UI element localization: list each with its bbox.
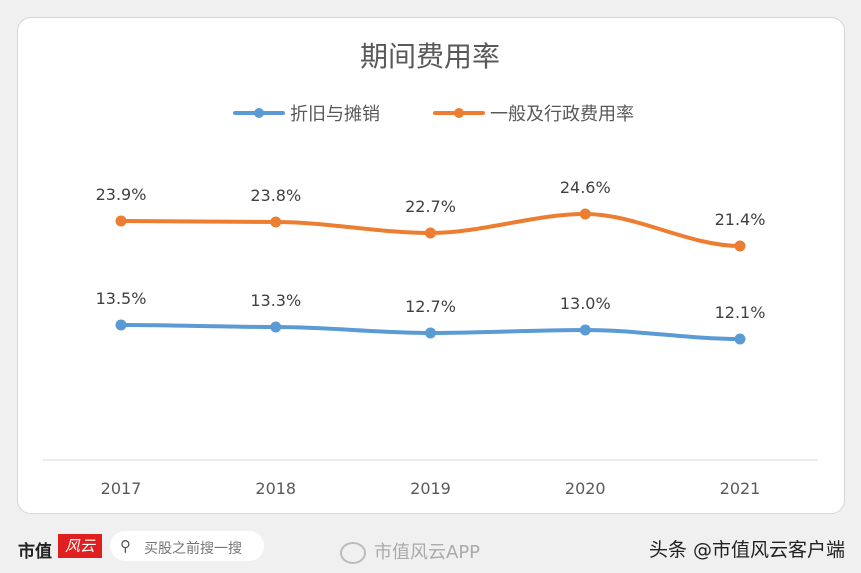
data-point [115,319,127,331]
data-label: 21.4% [715,210,766,229]
x-tick-label: 2021 [720,479,761,498]
legend-label: 折旧与摊销 [290,104,380,125]
data-label: 13.3% [250,291,301,310]
x-tick-label: 2020 [565,479,606,498]
data-label: 23.8% [250,186,301,205]
chart-card [17,17,845,514]
legend-label: 一般及行政费用率 [490,104,634,125]
brand-name: 市值 [18,542,52,562]
data-point [734,240,746,252]
legend-marker [454,108,464,118]
x-tick-label: 2017 [101,479,142,498]
data-label: 12.1% [715,303,766,322]
search-icon: ⚲ [120,537,131,555]
data-point [270,321,282,333]
data-point [579,324,591,336]
legend: 折旧与摊销 一般及行政费用率 [233,104,634,125]
data-label: 13.5% [96,289,147,308]
search-box[interactable]: ⚲ 买股之前搜一搜 [110,531,264,561]
data-point [115,215,127,227]
data-label: 24.6% [560,178,611,197]
weibo-icon [340,542,366,564]
toutiao-credit: 头条 @市值风云客户端 [648,539,845,561]
data-label: 13.0% [560,294,611,313]
chart-title: 期间费用率 [360,40,500,73]
data-label: 23.9% [96,185,147,204]
data-label: 12.7% [405,297,456,316]
data-point [425,327,436,339]
search-placeholder: 买股之前搜一搜 [144,541,242,557]
data-point [425,227,436,239]
brand-logo: 风云 [58,534,102,558]
weibo-text: 市值风云APP [374,542,481,563]
data-point [270,216,282,228]
data-point [579,208,591,220]
data-point [734,333,746,345]
x-tick-label: 2019 [410,479,451,498]
data-label: 22.7% [405,197,456,216]
legend-marker [254,108,264,118]
weibo-watermark: 市值风云APP [340,538,480,564]
line-chart: 期间费用率 折旧与摊销 一般及行政费用率 2017 2018 2019 2020 2021… [43,40,818,498]
x-tick-label: 2018 [255,479,296,498]
